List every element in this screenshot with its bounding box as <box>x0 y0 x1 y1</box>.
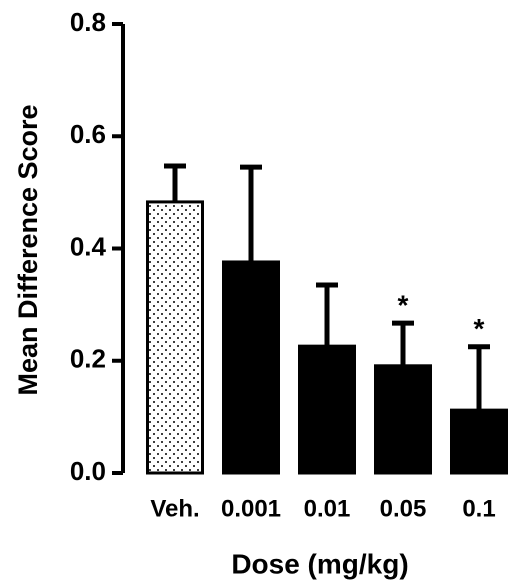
x-tick-label: 0.1 <box>462 495 495 522</box>
x-tick-label: 0.05 <box>380 495 427 522</box>
bar <box>222 260 280 475</box>
bar <box>298 344 356 475</box>
x-tick-label: 0.01 <box>304 495 351 522</box>
bar <box>146 200 204 475</box>
x-tick-label: 0.001 <box>221 495 281 522</box>
significance-marker: * <box>398 290 409 321</box>
y-tick-label: 0.0 <box>70 456 106 486</box>
x-tick-label: Veh. <box>150 495 199 522</box>
significance-marker: * <box>474 313 485 344</box>
y-axis-title: Mean Difference Score <box>13 104 43 395</box>
y-tick-label: 0.6 <box>70 119 106 149</box>
x-axis-title: Dose (mg/kg) <box>231 548 408 579</box>
bar <box>450 408 508 475</box>
y-tick-label: 0.2 <box>70 344 106 374</box>
bar <box>374 364 432 475</box>
y-tick-label: 0.4 <box>70 231 107 261</box>
y-tick-label: 0.8 <box>70 7 106 37</box>
